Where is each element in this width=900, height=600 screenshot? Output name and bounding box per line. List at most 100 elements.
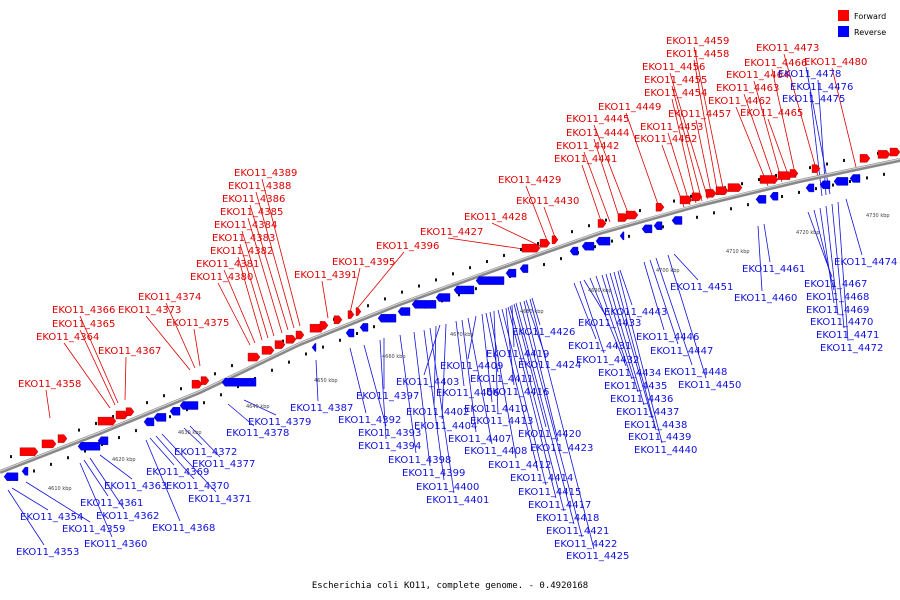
forward-gene-arrow	[889, 147, 900, 157]
gene-label: EKO11_4420	[518, 429, 581, 440]
label-connectors	[7, 46, 863, 550]
gene-label: EKO11_4413	[470, 416, 533, 427]
reverse-gene-arrow	[3, 472, 19, 481]
label-connector	[605, 273, 645, 406]
gene-label: EKO11_4375	[166, 318, 229, 329]
gene-label: EKO11_4394	[358, 441, 421, 452]
label-connector	[363, 344, 387, 427]
label-connector	[247, 217, 283, 334]
label-connector	[543, 206, 557, 241]
label-connector	[239, 243, 269, 339]
gene-label: EKO11_4368	[152, 523, 215, 534]
label-connector	[145, 315, 191, 371]
label-connector	[489, 311, 517, 459]
reverse-gene-arrow	[819, 180, 831, 189]
label-connector	[771, 68, 797, 179]
label-connector	[667, 254, 707, 379]
minor-tick	[169, 415, 171, 419]
label-connector	[349, 347, 367, 414]
minor-tick	[322, 345, 324, 349]
gene-label: EKO11_4471	[816, 330, 879, 341]
minor-tick	[639, 209, 641, 213]
label-connector	[643, 261, 665, 331]
label-connector	[649, 259, 679, 345]
forward-gene-arrow	[200, 376, 210, 385]
reverse-gene-arrow	[805, 183, 815, 193]
label-connector	[693, 46, 725, 194]
reverse-gene-arrow	[641, 224, 653, 234]
reverse-gene-arrow	[411, 300, 437, 309]
minor-tick	[815, 187, 817, 191]
genome-backbone	[0, 158, 900, 474]
forward-gene-arrow	[759, 175, 779, 184]
label-connector	[423, 324, 441, 376]
label-connector	[581, 164, 603, 225]
forward-gene-arrow	[521, 243, 541, 253]
minor-tick	[384, 297, 386, 301]
label-connector	[124, 356, 127, 401]
gene-label: EKO11_4469	[806, 305, 869, 316]
gene-label: EKO11_4437	[616, 407, 679, 418]
forward-gene-arrow	[97, 416, 117, 426]
minor-tick	[271, 368, 273, 372]
label-connector	[223, 269, 256, 344]
minor-tick	[588, 224, 590, 228]
label-connector	[413, 331, 431, 467]
gene-label: EKO11_4442	[556, 141, 619, 152]
minor-tick	[809, 166, 811, 170]
gene-label: EKO11_4476	[790, 82, 853, 93]
reverse-gene-arrow	[143, 417, 155, 427]
minor-tick	[118, 436, 120, 440]
reverse-gene-arrow	[453, 285, 475, 295]
gene-label: EKO11_4379	[248, 417, 311, 428]
gene-label: EKO11_4445	[566, 114, 629, 125]
gene-label: EKO11_4429	[498, 175, 561, 186]
label-connector	[241, 230, 275, 337]
minor-tick	[231, 364, 233, 368]
gene-label: EKO11_4364	[36, 332, 99, 343]
gene-label: EKO11_4427	[420, 227, 483, 238]
gene-label: EKO11_4461	[742, 264, 805, 275]
minor-tick	[163, 394, 165, 398]
gene-label: EKO11_4398	[388, 455, 451, 466]
label-connector	[743, 93, 776, 185]
gene-labels: EKO11_4358 EKO11_4364 EKO11_4365 EKO11_4366…	[16, 36, 897, 562]
gene-label: EKO11_4448	[664, 367, 727, 378]
gene-label: EKO11_4433	[578, 318, 641, 329]
label-connector	[693, 59, 719, 196]
forward-gene-arrow	[285, 335, 297, 344]
reverse-gene-arrow	[769, 192, 779, 201]
minor-tick	[95, 421, 97, 425]
reverse-gene-arrow	[21, 467, 29, 476]
label-connector	[825, 205, 839, 316]
gene-label: EKO11_4373	[118, 305, 181, 316]
gene-label: EKO11_4459	[666, 36, 729, 47]
forward-gene-arrow	[191, 380, 203, 389]
minor-tick	[469, 266, 471, 270]
gene-label: EKO11_4435	[604, 381, 667, 392]
minor-tick	[288, 360, 290, 364]
minor-tick	[832, 183, 834, 187]
forward-gene-arrow	[261, 346, 275, 355]
gene-label: EKO11_4403	[396, 377, 459, 388]
forward-gene-arrow	[617, 213, 629, 222]
gene-label: EKO11_4460	[734, 293, 797, 304]
tick-label: 4730 kbp	[866, 213, 890, 219]
minor-tick	[50, 462, 52, 466]
gene-label: EKO11_4424	[518, 360, 581, 371]
label-connector	[507, 306, 557, 499]
tick-label: 4660 kbp	[382, 354, 406, 360]
gene-label: EKO11_4449	[598, 102, 661, 113]
label-connector	[583, 279, 607, 317]
forward-gene-arrow	[295, 330, 305, 340]
gene-label: EKO11_4366	[52, 305, 115, 316]
label-connector	[79, 329, 116, 406]
label-connector	[593, 138, 621, 221]
tick-label: 4720 kbp	[796, 230, 820, 236]
gene-label: EKO11_4463	[716, 83, 779, 94]
forward-gene-arrow	[679, 195, 693, 205]
label-connector	[671, 85, 703, 202]
label-connector	[321, 280, 329, 319]
gene-label: EKO11_4416	[486, 387, 549, 398]
reverse-gene-arrow	[581, 241, 595, 251]
